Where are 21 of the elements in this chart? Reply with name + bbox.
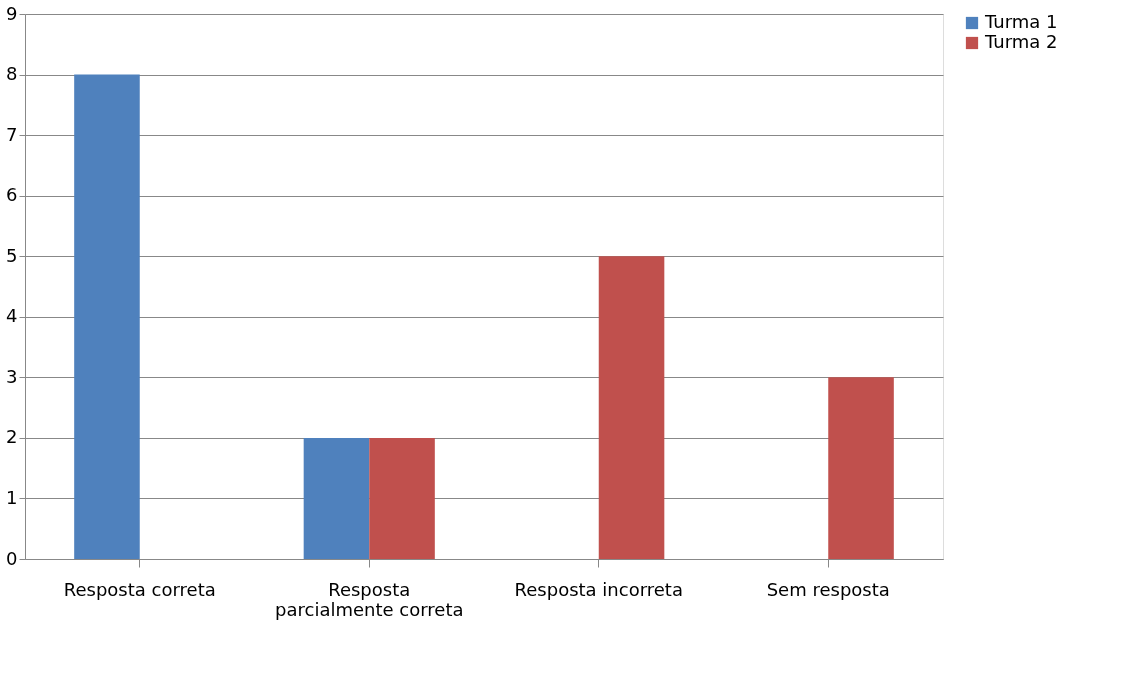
y-tick-label: 1 — [6, 486, 18, 508]
legend-label: Turma 2 — [984, 31, 1058, 52]
bar — [74, 74, 140, 559]
x-tick-label: Resposta incorreta — [514, 578, 683, 600]
y-tick-label: 0 — [6, 547, 18, 569]
y-tick-label: 2 — [6, 426, 18, 448]
y-tick-label: 7 — [6, 123, 18, 145]
x-tick-label: Resposta parcialmente correta — [275, 578, 464, 620]
bar — [303, 437, 370, 559]
y-tick-label: 3 — [6, 365, 18, 387]
x-tick-label: Sem resposta — [766, 578, 890, 600]
y-tick-label: 9 — [6, 2, 18, 24]
y-tick-label: 4 — [6, 305, 18, 327]
bar — [369, 437, 435, 559]
y-tick-label: 8 — [6, 63, 18, 85]
bar — [828, 377, 894, 559]
bar — [598, 256, 665, 559]
x-tick-label: Resposta correta — [63, 578, 216, 600]
y-tick-label: 5 — [6, 244, 18, 266]
legend-label: Turma 1 — [984, 11, 1058, 32]
y-tick-label: 6 — [6, 184, 18, 206]
